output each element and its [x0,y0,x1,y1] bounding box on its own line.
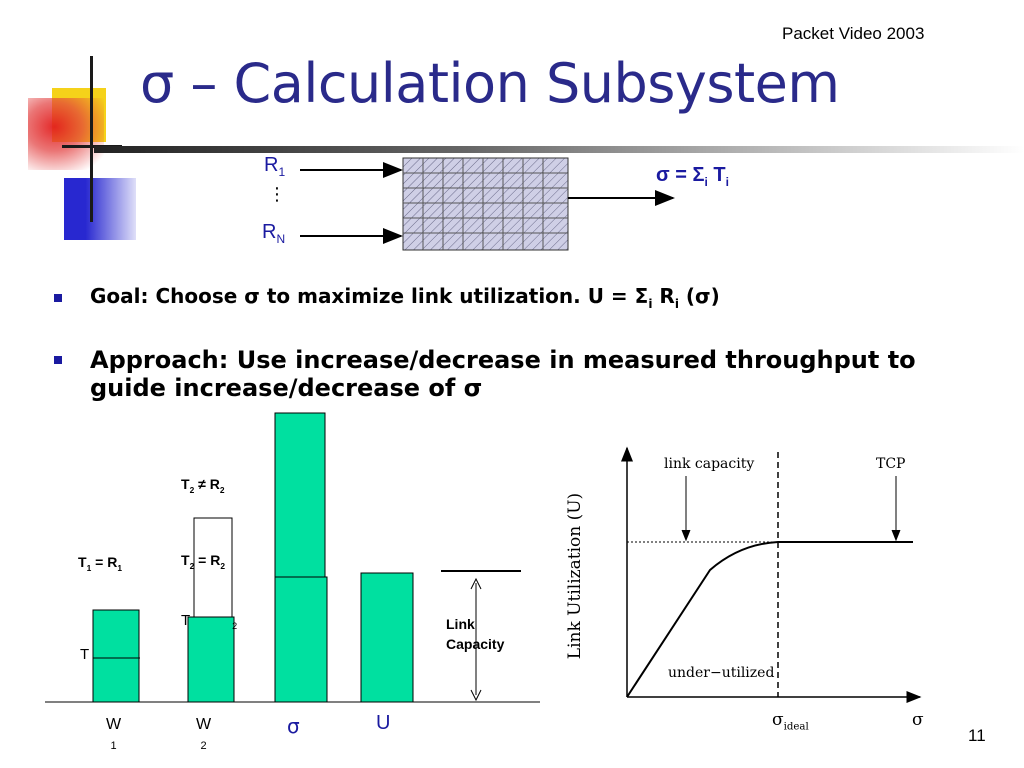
bar-sigma [274,576,328,703]
x-label-u: U [376,712,391,734]
link-capacity-label: Link Capacity [446,616,505,652]
overlap-t-label: T [80,646,90,663]
page-number: 11 [968,726,986,745]
annot-under-utilized: under−utilized [668,665,775,681]
x-axis-label-sigma: σ [912,710,924,730]
bar-w1 [92,609,140,703]
x-axis-label-sigma-ideal: σideal [772,710,809,733]
bullet-marker-2 [54,356,62,364]
block-diagram [300,157,675,251]
slide-title: σ – Calculation Subsystem [140,52,840,115]
input-dots: ⋮ [268,184,286,205]
input-r1-label: R1 [264,154,286,179]
input-rn-label: RN [262,221,286,246]
y-axis-label: Link Utilization (U) [565,492,585,660]
label-t2-neq-r2: T2 ≠ R2 [181,476,225,495]
bar-u [360,572,414,703]
bullet-marker-1 [54,294,62,302]
output-formula: σ = Σi Ti [656,164,729,189]
label-t2-eq-r2: T2 = R2 [181,552,225,571]
utilization-chart [621,446,922,703]
label-t1-eq-r1: T1 = R1 [78,554,122,573]
bullet-approach: Approach: Use increase/decrease in measu… [90,346,916,402]
decor-squares [0,50,136,240]
title-rule [94,146,1024,153]
bar-figure [45,412,540,703]
bar-w2 [187,616,235,703]
bullet-goal: Goal: Choose σ to maximize link utilizat… [90,284,720,311]
utilization-curve [626,541,913,698]
x-label-sigma: σ [287,714,300,738]
conference-label: Packet Video 2003 [782,24,925,43]
bar-sigma-top [274,412,326,578]
annot-link-capacity: link capacity [664,456,755,472]
annot-tcp: TCP [876,456,906,472]
